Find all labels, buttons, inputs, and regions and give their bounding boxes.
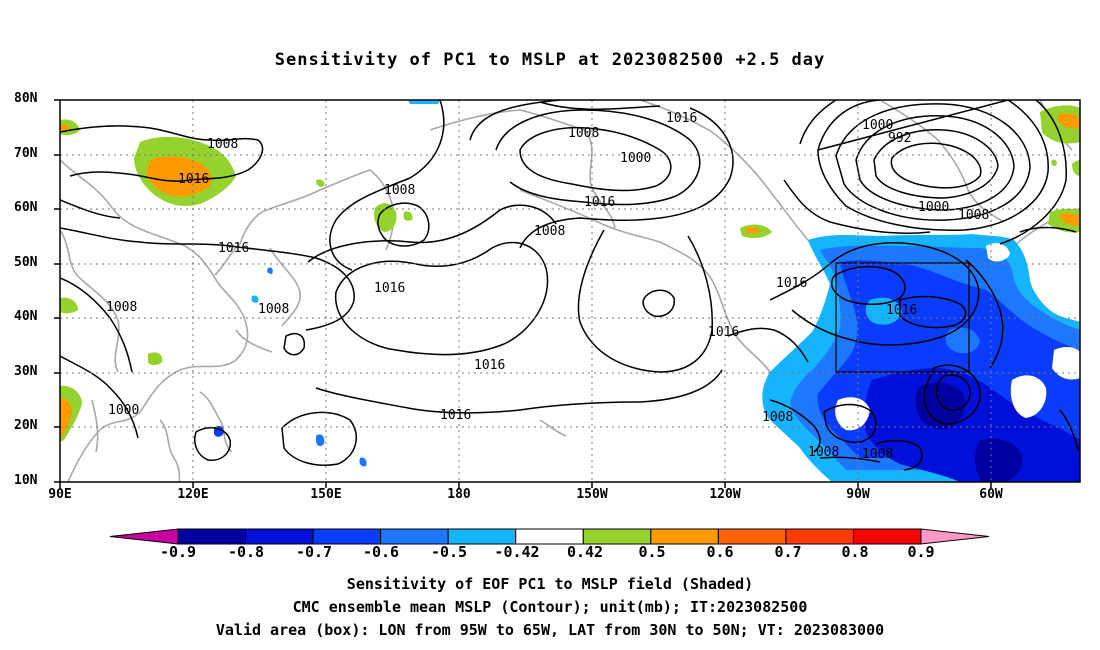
colorbar-swatch <box>177 528 247 545</box>
colorbar-swatch <box>852 528 922 545</box>
caption-line: Valid area (box): LON from 95W to 65W, L… <box>215 621 885 639</box>
lon-label: 150W <box>576 487 608 502</box>
colorbar-swatch <box>650 528 719 545</box>
lon-label: 150E <box>310 487 342 502</box>
map-frame <box>59 99 1081 483</box>
contour-label: 1000 <box>620 151 651 166</box>
contour-label: 1000 <box>862 118 893 133</box>
colorbar-swatch <box>785 528 854 545</box>
contour-label: 1008 <box>958 208 989 223</box>
lat-label: 20N <box>14 418 38 433</box>
lon-label: 180 <box>447 487 471 502</box>
colorbar-swatch <box>582 528 652 545</box>
lon-label: 90E <box>48 487 72 502</box>
contour-label: 1008 <box>534 224 565 239</box>
colorbar-label: 0.5 <box>638 543 666 561</box>
lat-label: 10N <box>14 473 38 488</box>
contour-label: 1008 <box>808 445 839 460</box>
contour-label: 1000 <box>918 200 949 215</box>
map-title: Sensitivity of PC1 to MSLP at 2023082500… <box>274 50 826 70</box>
contour-label: 1016 <box>374 281 405 296</box>
contour-label: 1016 <box>708 325 739 340</box>
contour-label: 1016 <box>474 358 505 373</box>
colorbar-swatch <box>717 528 787 545</box>
colorbar-swatch <box>447 528 517 545</box>
colorbar-label: -0.42 <box>494 543 540 561</box>
contour-label: 1008 <box>568 126 599 141</box>
lon-label: 120W <box>709 487 741 502</box>
lat-label: 50N <box>14 255 38 270</box>
lat-label: 70N <box>14 146 38 161</box>
contour-label: 1008 <box>862 447 893 462</box>
colorbar-swatch <box>380 528 449 545</box>
tick-marks <box>54 99 992 488</box>
colorbar-label: 0.6 <box>706 543 734 561</box>
contour-label: 1008 <box>762 410 793 425</box>
colorbar-label: -0.8 <box>227 543 265 561</box>
colorbar-low-extension <box>109 528 179 545</box>
colorbar-label: 0.9 <box>907 543 935 561</box>
contour-label: 1008 <box>106 300 137 315</box>
contour-label: 1016 <box>584 195 615 210</box>
contour-label: 1000 <box>108 403 139 418</box>
contour-label: 1016 <box>666 111 697 126</box>
contour-labels: 1008 1016 1016 1008 1008 1000 1008 1016 … <box>106 111 989 462</box>
colorbar-label: -0.5 <box>430 543 468 561</box>
contour-label: 1008 <box>258 302 289 317</box>
colorbar-high-extension <box>920 528 990 545</box>
colorbar-label: -0.9 <box>159 543 197 561</box>
lat-label: 80N <box>14 91 38 106</box>
contour-label: 1016 <box>178 172 209 187</box>
sensitivity-shading <box>60 100 1080 482</box>
colorbar-swatch <box>245 528 314 545</box>
lon-label: 60W <box>979 487 1003 502</box>
colorbar-label: 0.42 <box>566 543 604 561</box>
colorbar <box>109 528 990 545</box>
contour-label: 1016 <box>440 408 471 423</box>
caption-line: CMC ensemble mean MSLP (Contour); unit(m… <box>292 598 808 616</box>
lat-label: 30N <box>14 364 38 379</box>
colorbar-swatch <box>312 528 382 545</box>
lon-label: 120E <box>177 487 209 502</box>
colorbar-label: 0.7 <box>774 543 802 561</box>
mslp-contours <box>60 100 1079 471</box>
caption-line: Sensitivity of EOF PC1 to MSLP field (Sh… <box>346 575 754 593</box>
colorbar-label: 0.8 <box>841 543 869 561</box>
lat-label: 60N <box>14 200 38 215</box>
contour-label: 1016 <box>886 303 917 318</box>
grid-lines <box>60 100 1080 482</box>
colorbar-label: -0.7 <box>295 543 333 561</box>
lat-label: 40N <box>14 309 38 324</box>
colorbar-swatch <box>515 528 584 545</box>
contour-label: 1008 <box>207 137 238 152</box>
contour-label: 1008 <box>384 183 415 198</box>
contour-label: 992 <box>888 131 911 146</box>
contour-label: 1016 <box>218 241 249 256</box>
lon-label: 90W <box>846 487 870 502</box>
colorbar-label: -0.6 <box>362 543 400 561</box>
contour-label: 1016 <box>776 276 807 291</box>
